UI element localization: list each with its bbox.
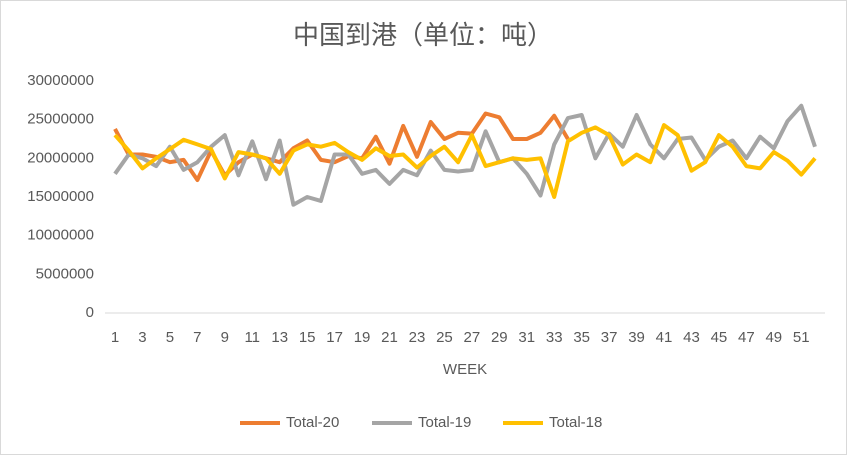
x-tick-label: 39 — [628, 329, 645, 346]
x-tick-label: 23 — [409, 329, 426, 346]
x-tick-label: 35 — [573, 329, 590, 346]
y-tick-label: 30000000 — [27, 72, 94, 89]
series-line — [113, 123, 817, 199]
y-tick-label: 25000000 — [27, 111, 94, 128]
x-tick-label: 45 — [711, 329, 728, 346]
x-tick-label: 1 — [111, 329, 119, 346]
series-line — [113, 103, 817, 207]
x-tick-label: 17 — [326, 329, 343, 346]
x-tick-label: 29 — [491, 329, 508, 346]
y-tick-label: 0 — [86, 304, 94, 321]
x-tick-label: 49 — [765, 329, 782, 346]
x-tick-label: 5 — [166, 329, 174, 346]
legend-label: Total-20 — [286, 414, 339, 431]
legend-label: Total-19 — [418, 414, 471, 431]
chart-title: 中国到港（单位：吨） — [293, 20, 553, 50]
x-tick-label: 3 — [138, 329, 146, 346]
x-tick-label: 9 — [221, 329, 229, 346]
x-tick-label: 15 — [299, 329, 316, 346]
x-tick-label: 11 — [244, 329, 260, 346]
x-tick-label: 19 — [354, 329, 371, 346]
x-tick-label: 27 — [464, 329, 481, 346]
x-tick-label: 31 — [518, 329, 535, 346]
x-tick-label: 33 — [546, 329, 563, 346]
x-tick-label: 21 — [381, 329, 398, 346]
y-tick-label: 15000000 — [27, 188, 94, 205]
y-tick-label: 20000000 — [27, 149, 94, 166]
series-line — [113, 111, 570, 182]
x-tick-label: 41 — [656, 329, 673, 346]
x-tick-label: 37 — [601, 329, 618, 346]
y-tick-label: 10000000 — [27, 227, 94, 244]
legend-label: Total-18 — [549, 414, 602, 431]
x-tick-label: 43 — [683, 329, 700, 346]
y-tick-label: 5000000 — [36, 265, 94, 282]
x-tick-label: 47 — [738, 329, 755, 346]
x-axis-label: WEEK — [443, 361, 487, 378]
x-tick-label: 13 — [271, 329, 288, 346]
x-tick-label: 25 — [436, 329, 453, 346]
x-tick-label: 51 — [793, 329, 810, 346]
x-tick-label: 7 — [193, 329, 201, 346]
